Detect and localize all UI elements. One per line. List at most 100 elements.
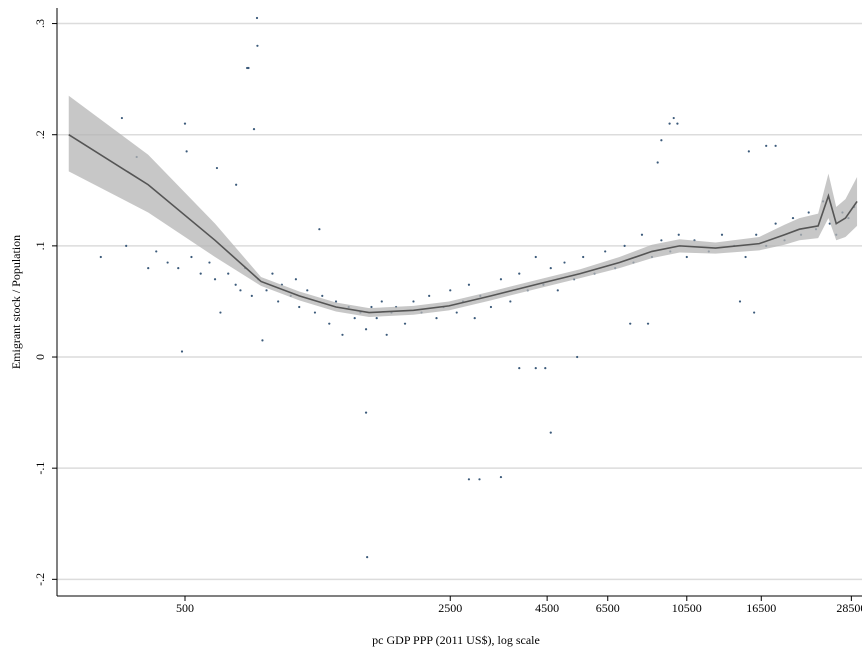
scatter-point bbox=[646, 322, 650, 325]
y-axis-label: Emigrant stock / Population bbox=[9, 235, 23, 369]
scatter-point bbox=[791, 216, 795, 220]
scatter-point bbox=[155, 250, 158, 253]
x-tick-label: 6500 bbox=[596, 601, 620, 615]
scatter-point bbox=[755, 233, 758, 236]
scatter-point bbox=[534, 255, 537, 259]
scatter-point bbox=[807, 211, 810, 214]
scatter-point bbox=[364, 328, 368, 331]
scatter-point bbox=[499, 278, 503, 281]
x-tick-label: 10500 bbox=[672, 601, 702, 615]
y-tick-label: .3 bbox=[33, 19, 47, 28]
scatter-point bbox=[467, 283, 471, 286]
scatter-point bbox=[366, 555, 369, 559]
scatter-point bbox=[208, 261, 211, 264]
scatter-point bbox=[306, 289, 309, 292]
scatter-point bbox=[250, 294, 253, 297]
x-tick-label: 500 bbox=[176, 601, 194, 615]
scatter-point bbox=[215, 166, 219, 170]
scatter-point bbox=[677, 233, 680, 236]
scatter-point bbox=[219, 311, 222, 314]
scatter-point bbox=[247, 66, 250, 70]
scatter-point bbox=[370, 305, 373, 309]
x-tick-label: 4500 bbox=[535, 601, 559, 615]
scatter-point bbox=[403, 322, 407, 325]
scatter-point bbox=[227, 272, 230, 275]
y-tick-label: 0 bbox=[33, 354, 47, 360]
x-axis-label: pc GDP PPP (2011 US$), log scale bbox=[372, 633, 540, 647]
scatter-point bbox=[183, 122, 187, 125]
scatter-point bbox=[428, 294, 431, 297]
scatter-point bbox=[676, 122, 679, 125]
scatter-point bbox=[604, 250, 607, 253]
scatter-point bbox=[640, 233, 644, 236]
scatter-point bbox=[234, 283, 237, 286]
scatter-point bbox=[313, 311, 317, 314]
scatter-point bbox=[364, 411, 368, 414]
scatter-point bbox=[556, 289, 559, 292]
confidence-band bbox=[68, 95, 858, 318]
scatter-point bbox=[478, 478, 481, 481]
scatter-point bbox=[213, 278, 217, 281]
scatter-point bbox=[147, 266, 150, 270]
scatter-point bbox=[720, 233, 724, 236]
scatter-point bbox=[549, 431, 552, 434]
scatter-point bbox=[582, 255, 585, 259]
scatter-point bbox=[318, 228, 321, 231]
scatter-point bbox=[518, 272, 521, 275]
scatter-point bbox=[435, 317, 438, 320]
scatter-point bbox=[660, 139, 663, 142]
scatter-point bbox=[166, 261, 169, 264]
scatter-point bbox=[499, 475, 503, 479]
scatter-point bbox=[334, 300, 338, 303]
scatter-point bbox=[563, 261, 566, 264]
scatter-point bbox=[328, 322, 331, 325]
scatter-point bbox=[449, 289, 452, 292]
scatter-point bbox=[668, 122, 671, 125]
scatter-point bbox=[261, 339, 264, 342]
scatter-point bbox=[534, 367, 537, 370]
scatter-point bbox=[489, 305, 493, 309]
scatter-point bbox=[385, 333, 388, 336]
x-tick-label: 28500 bbox=[836, 601, 862, 615]
scatter-point bbox=[544, 367, 547, 370]
scatter-point bbox=[125, 244, 128, 247]
scatter-point bbox=[509, 300, 512, 303]
scatter-point bbox=[298, 305, 301, 309]
scatter-point bbox=[672, 116, 675, 120]
scatter-point bbox=[190, 255, 193, 259]
scatter-point bbox=[744, 255, 747, 259]
scatter-point bbox=[738, 300, 742, 303]
scatter-point bbox=[774, 144, 777, 147]
scatter-point bbox=[277, 300, 280, 303]
scatter-point bbox=[774, 222, 777, 225]
scatter-point bbox=[271, 272, 274, 275]
scatter-point bbox=[455, 311, 458, 314]
scatter-point bbox=[321, 294, 324, 297]
scatter-point bbox=[239, 289, 242, 292]
scatter-point bbox=[380, 300, 383, 303]
y-tick-label: -.1 bbox=[33, 462, 47, 475]
scatter-point bbox=[753, 311, 756, 314]
plot-area bbox=[68, 16, 858, 559]
x-tick-label: 2500 bbox=[438, 601, 462, 615]
scatter-point bbox=[685, 255, 688, 259]
scatter-point bbox=[252, 128, 256, 131]
scatter-point bbox=[765, 144, 768, 147]
scatter-point bbox=[518, 367, 521, 370]
scatter-point bbox=[629, 322, 632, 325]
scatter-point bbox=[473, 317, 476, 320]
scatter-point bbox=[623, 244, 626, 247]
x-tick-label: 16500 bbox=[746, 601, 776, 615]
scatter-point bbox=[235, 183, 238, 186]
scatter-point bbox=[353, 317, 356, 320]
scatter-point bbox=[656, 161, 659, 164]
scatter-point bbox=[177, 266, 180, 270]
scatter-point bbox=[467, 478, 471, 481]
scatter-point bbox=[120, 116, 124, 120]
scatter-point bbox=[375, 317, 378, 320]
scatter-point bbox=[265, 289, 268, 292]
scatter-point bbox=[549, 266, 552, 270]
scatter-point bbox=[747, 150, 750, 153]
scatter-point bbox=[180, 350, 184, 353]
